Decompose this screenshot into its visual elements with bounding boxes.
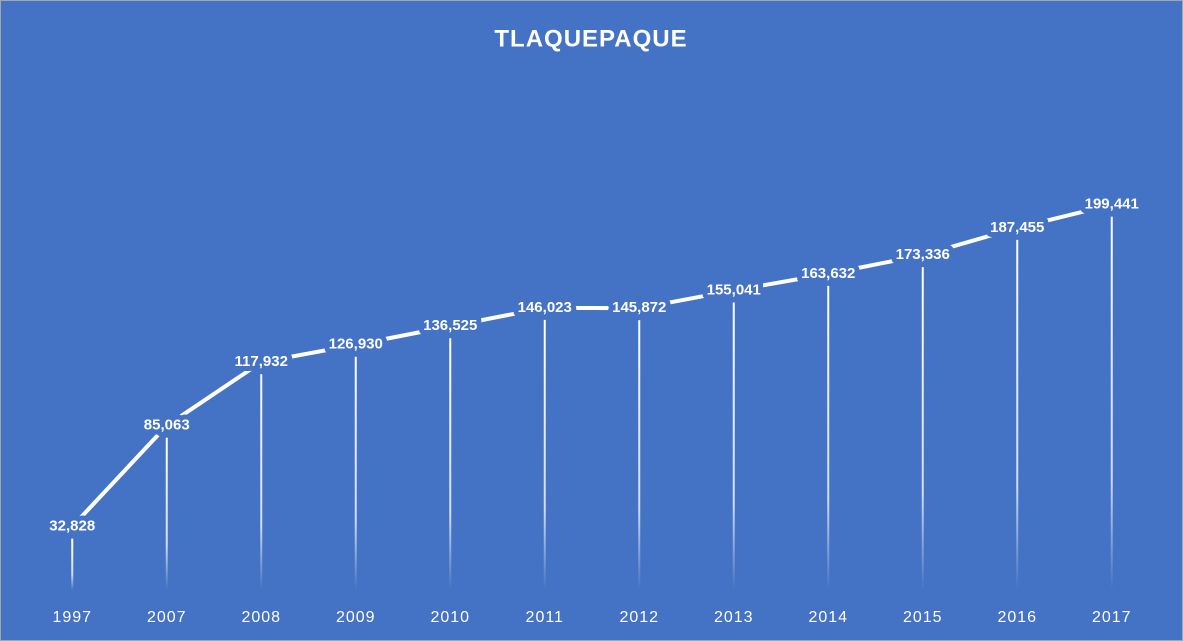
drop-line (732, 302, 735, 590)
data-label: 145,872 (612, 299, 666, 316)
x-tick-label: 2014 (808, 609, 848, 626)
chart-title: TLAQUEPAQUE (494, 25, 687, 52)
data-label: 155,041 (707, 281, 761, 298)
x-tick-label: 2017 (1092, 609, 1132, 626)
data-label: 199,441 (1085, 196, 1139, 213)
drop-line (165, 437, 168, 590)
x-tick-label: 2010 (430, 609, 470, 626)
data-label: 163,632 (801, 265, 855, 282)
drop-line (449, 338, 452, 590)
x-tick-label: 2015 (903, 609, 943, 626)
drop-line (1016, 239, 1019, 590)
data-label: 146,023 (518, 299, 572, 316)
drop-line (260, 374, 263, 590)
x-tick-label: 1997 (52, 609, 92, 626)
data-label: 117,932 (235, 353, 288, 370)
x-tick-label: 2009 (336, 609, 376, 626)
data-label: 32,828 (49, 518, 95, 535)
x-tick-label: 2013 (714, 609, 754, 626)
drop-line (543, 319, 546, 590)
x-tick-label: 2011 (526, 609, 564, 626)
data-label: 126,930 (329, 336, 383, 353)
x-tick-label: 2007 (147, 609, 187, 626)
x-tick-label: 2012 (619, 609, 659, 626)
x-tick-label: 2008 (241, 609, 281, 626)
data-label: 85,063 (144, 417, 190, 434)
drop-line (827, 285, 830, 590)
data-label: 187,455 (990, 219, 1044, 236)
drop-line (354, 356, 357, 590)
line (70, 202, 1113, 528)
drop-line (1110, 216, 1113, 590)
x-tick-label: 2016 (997, 609, 1037, 626)
drop-line (638, 320, 641, 590)
drop-line (71, 538, 74, 590)
data-label: 136,525 (423, 317, 477, 334)
data-label: 173,336 (896, 246, 950, 263)
drop-line (921, 267, 924, 590)
